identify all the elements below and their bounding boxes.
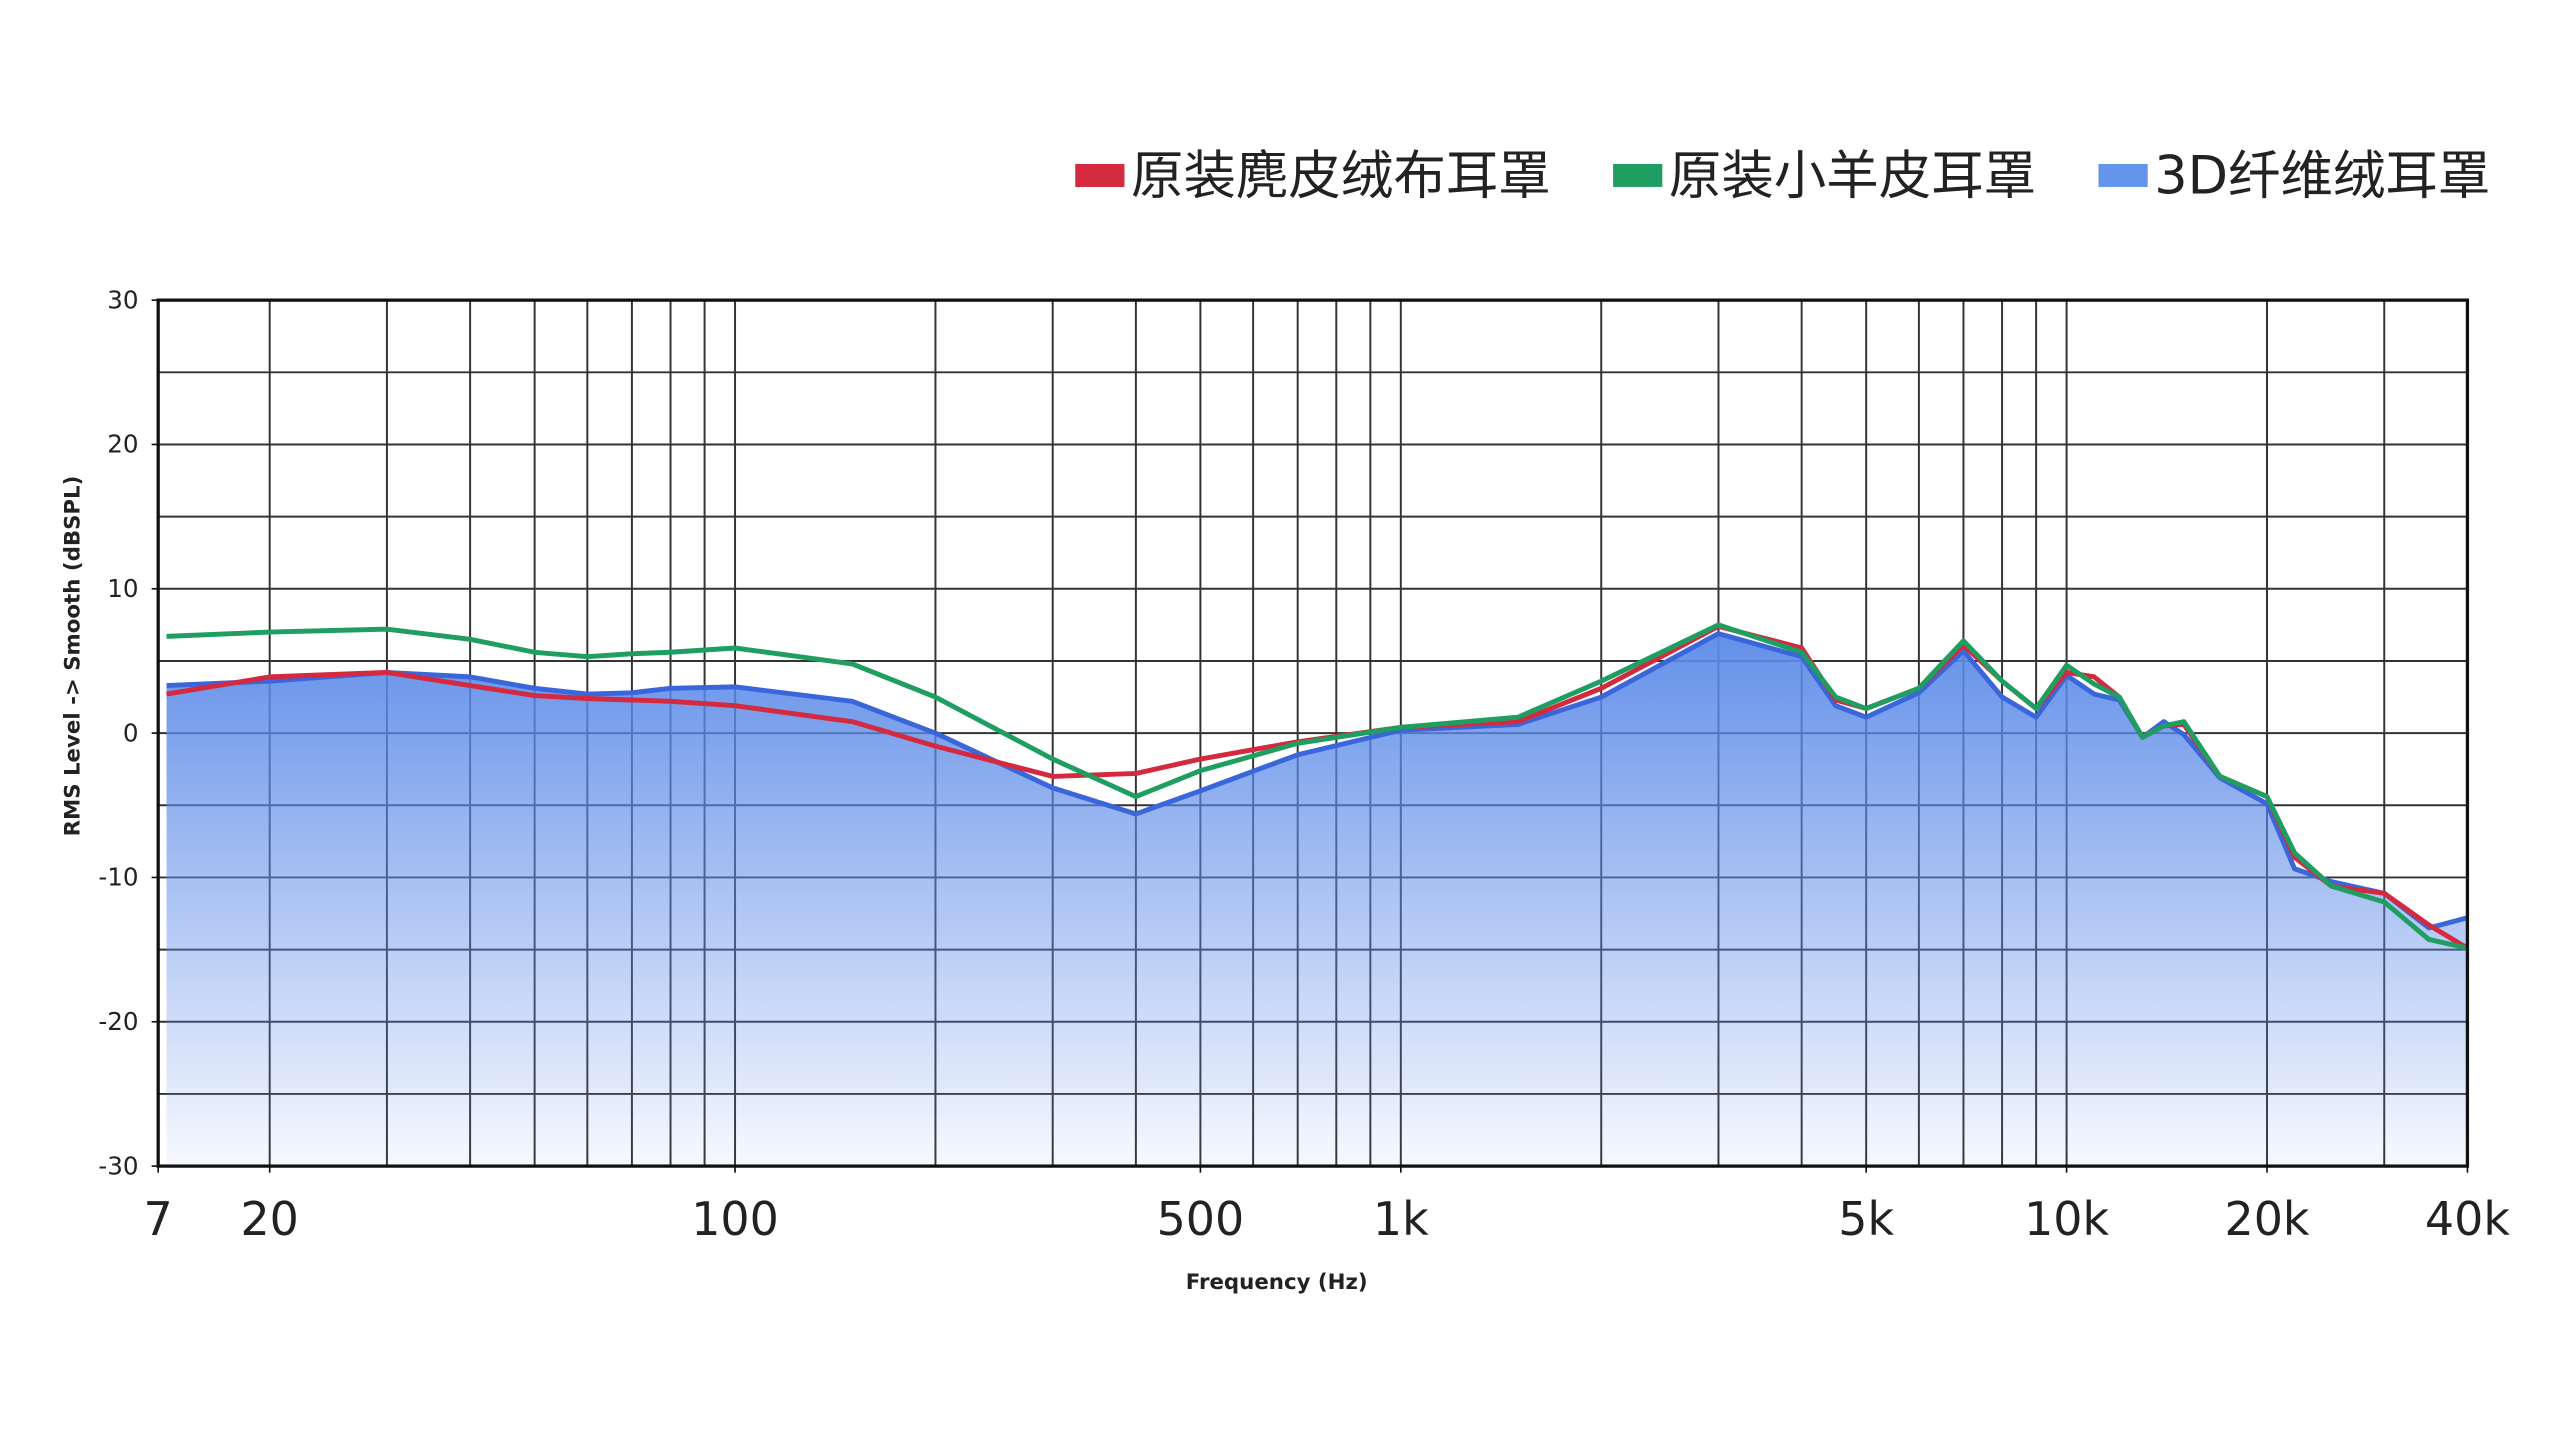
x-tick-label: 100 <box>691 1192 779 1246</box>
y-tick-label: 20 <box>107 430 138 459</box>
plot-frame <box>156 298 2470 1168</box>
area <box>166 633 2468 1167</box>
y-tick-label: 30 <box>107 285 138 314</box>
y-tick-label: -20 <box>98 1007 138 1036</box>
x-tick-label: 20k <box>2225 1192 2310 1246</box>
x-tick-label: 20 <box>240 1192 298 1246</box>
x-tick-label: 1k <box>1373 1192 1429 1246</box>
y-tick-label: 0 <box>123 718 139 747</box>
legend-swatch <box>1075 164 1125 187</box>
legend-label: 原装小羊皮耳罩 <box>1669 146 2036 207</box>
x-tick-label: 40k <box>2425 1192 2510 1246</box>
line <box>166 631 2469 931</box>
x-tick-label: 10k <box>2024 1192 2109 1246</box>
legend-label: 原装麂皮绒布耳罩 <box>1131 146 1551 207</box>
legend-swatch <box>1613 164 1663 187</box>
x-tick-label: 5k <box>1838 1192 1894 1246</box>
y-axis-title: RMS Level -> Smooth (dBSPL) <box>60 476 85 837</box>
legend-label: 3D纤维绒耳罩 <box>2154 146 2490 207</box>
x-tick-label: 7 <box>144 1192 173 1246</box>
y-tick-label: -10 <box>98 863 138 892</box>
x-axis-title: Frequency (Hz) <box>1186 1270 1368 1295</box>
y-tick-label: -30 <box>98 1151 138 1180</box>
y-tick-label: 10 <box>107 574 138 603</box>
legend-swatch <box>2098 164 2148 187</box>
x-tick-label: 500 <box>1157 1192 1245 1246</box>
line <box>166 622 2468 951</box>
